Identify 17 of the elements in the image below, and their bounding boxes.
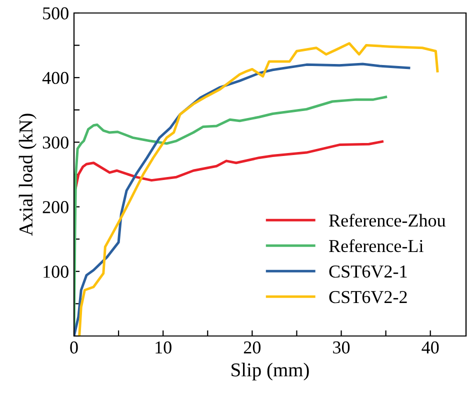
x-tick-label: 30 — [333, 341, 350, 354]
y-tick-label: 300 — [42, 136, 68, 149]
y-tick-label: 500 — [43, 7, 68, 20]
legend-label: CST6V2-1 — [329, 266, 407, 278]
legend-label: Reference-Zhou — [329, 214, 446, 227]
y-tick-label: 400 — [42, 72, 68, 84]
legend-label: CST6V2-2 — [329, 291, 407, 304]
x-tick-label: 20 — [244, 341, 261, 354]
x-tick-label: 10 — [156, 341, 172, 354]
y-axis-title: Axial load (kN) — [18, 114, 36, 236]
legend-label: Reference-Li — [329, 239, 424, 252]
x-axis-title: Slip (mm) — [232, 362, 309, 380]
x-tick-label: 0 — [70, 341, 78, 354]
y-tick-label: 200 — [42, 201, 68, 214]
x-tick-label: 40 — [422, 341, 439, 354]
y-tick-label: 100 — [44, 266, 68, 278]
line-series — [74, 140, 384, 189]
